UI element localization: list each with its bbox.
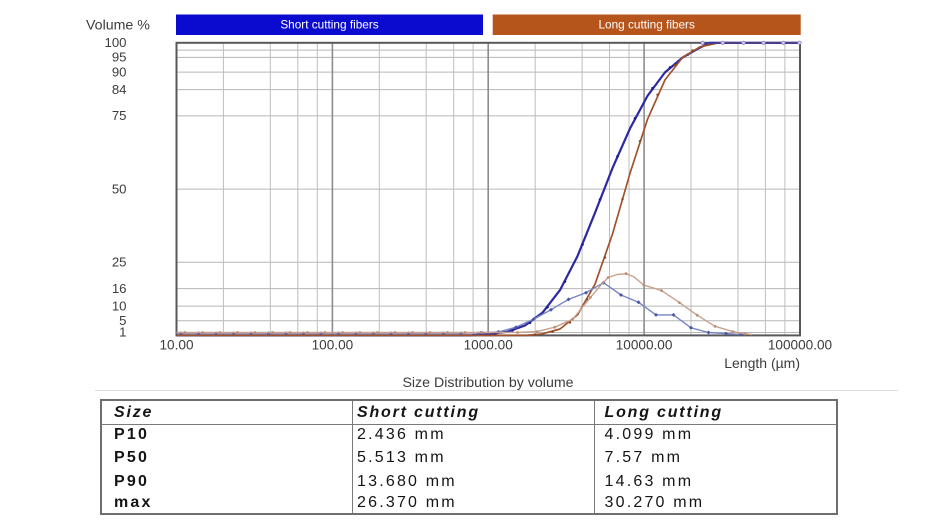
svg-text:Volume %: Volume % bbox=[86, 17, 150, 33]
svg-text:95: 95 bbox=[112, 50, 127, 65]
svg-text:90: 90 bbox=[112, 64, 127, 79]
svg-text:75: 75 bbox=[112, 108, 127, 123]
svg-text:16: 16 bbox=[112, 281, 127, 296]
svg-text:10.00: 10.00 bbox=[159, 337, 193, 352]
svg-text:10000.00: 10000.00 bbox=[616, 337, 673, 352]
svg-text:1: 1 bbox=[119, 325, 126, 340]
svg-text:25: 25 bbox=[112, 254, 127, 269]
svg-text:100: 100 bbox=[104, 35, 126, 50]
svg-text:Length (µm): Length (µm) bbox=[724, 355, 800, 371]
svg-text:100000.00: 100000.00 bbox=[768, 337, 833, 352]
svg-text:10: 10 bbox=[112, 298, 127, 313]
svg-text:1000.00: 1000.00 bbox=[464, 337, 514, 352]
svg-text:Size Distribution by volume: Size Distribution by volume bbox=[402, 375, 573, 391]
svg-text:Long cutting fibers: Long cutting fibers bbox=[598, 17, 695, 31]
svg-text:100.00: 100.00 bbox=[312, 337, 354, 352]
svg-text:Short cutting fibers: Short cutting fibers bbox=[280, 17, 378, 31]
svg-text:5: 5 bbox=[119, 313, 126, 328]
svg-text:84: 84 bbox=[112, 82, 127, 97]
svg-text:50: 50 bbox=[112, 181, 127, 196]
